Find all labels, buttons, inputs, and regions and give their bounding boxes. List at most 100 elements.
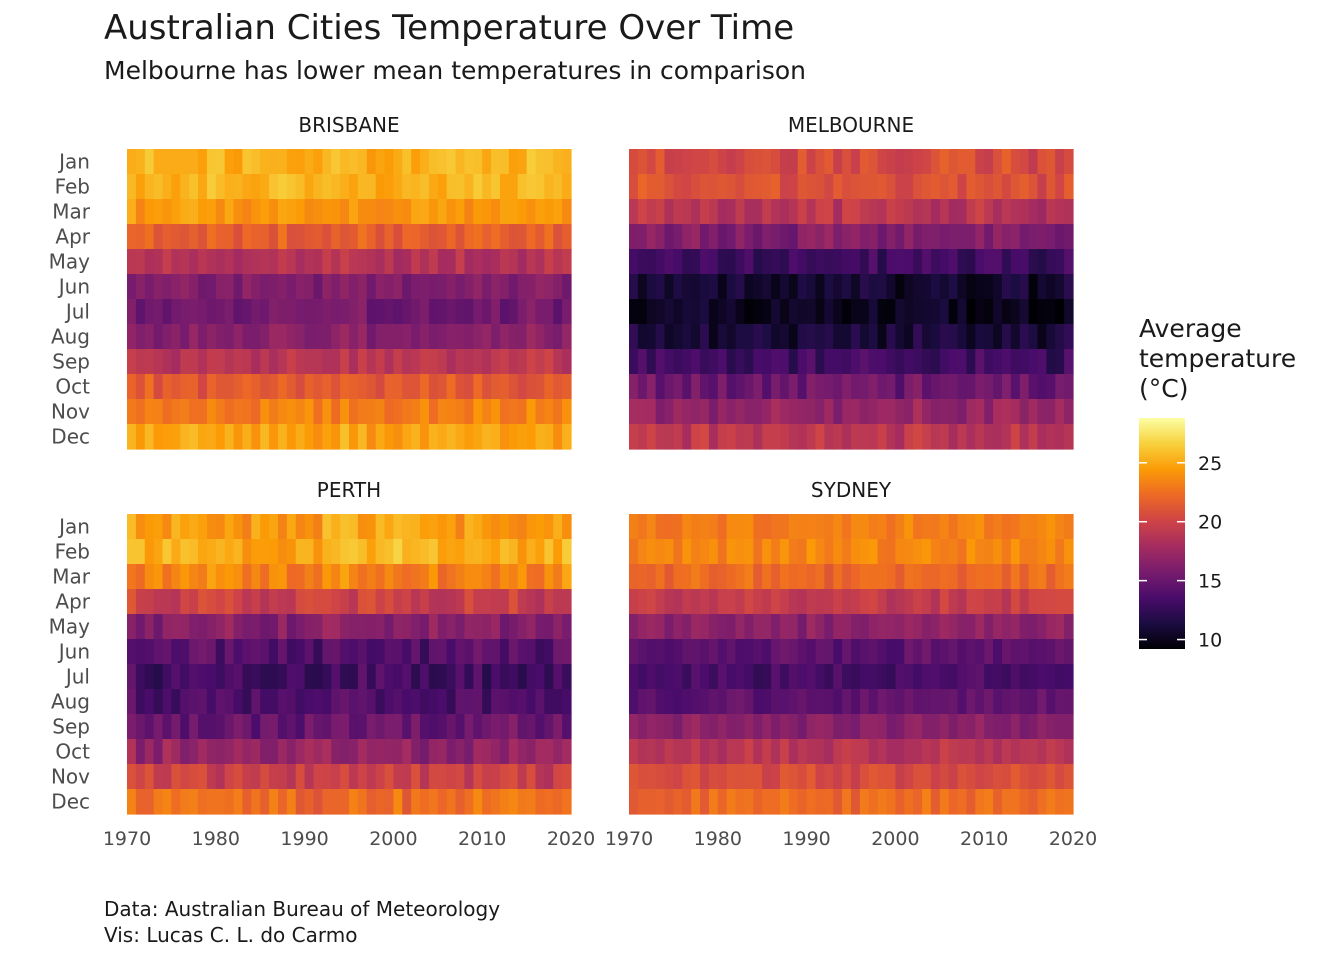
heatmap-cell: [535, 764, 545, 790]
heatmap-cell: [127, 614, 137, 640]
heatmap-cell: [797, 249, 808, 275]
heatmap-cell: [975, 714, 985, 740]
heatmap-cell: [682, 199, 692, 225]
heatmap-cell: [1064, 274, 1074, 300]
heatmap-cell: [1046, 399, 1056, 425]
heatmap-cell: [673, 299, 683, 325]
heatmap-cell: [842, 349, 852, 375]
heatmap-cell: [233, 689, 244, 715]
heatmap-cell: [726, 514, 737, 540]
heatmap-cell: [948, 789, 959, 815]
heatmap-cell: [375, 639, 386, 665]
heatmap-cell: [842, 589, 852, 615]
heatmap-cell: [366, 789, 377, 815]
heatmap-cell: [868, 149, 879, 175]
heatmap-cell: [304, 564, 315, 590]
heatmap-cell: [753, 199, 763, 225]
heatmap-cell: [428, 399, 439, 425]
heatmap-cell: [842, 789, 852, 815]
heatmap-cell: [171, 714, 181, 740]
heatmap-cell: [682, 249, 692, 275]
heatmap-cell: [771, 249, 781, 275]
heatmap-cell: [1046, 224, 1056, 250]
heatmap-cell: [1055, 174, 1065, 200]
heatmap-cell: [930, 539, 941, 565]
heatmap-cell: [1064, 664, 1074, 690]
heatmap-cell: [877, 564, 888, 590]
heatmap-cell: [402, 399, 412, 425]
heatmap-cell: [868, 789, 879, 815]
heatmap-cell: [402, 539, 412, 565]
heatmap-cell: [886, 714, 896, 740]
heatmap-cell: [824, 739, 834, 765]
heatmap-cell: [948, 589, 959, 615]
heatmap-cell: [420, 514, 430, 540]
heatmap-cell: [762, 249, 772, 275]
heatmap-cell: [428, 274, 439, 300]
heatmap-cell: [526, 664, 537, 690]
heatmap-cell: [313, 149, 323, 175]
heatmap-cell: [948, 374, 959, 400]
heatmap-cell: [1037, 789, 1047, 815]
heatmap-cell: [251, 639, 261, 665]
heatmap-cell: [340, 564, 350, 590]
heatmap-cell: [420, 564, 430, 590]
heatmap-cell: [224, 374, 235, 400]
heatmap-cell: [446, 614, 457, 640]
panel-perth: PERTHJanFebMarAprMayJunJulAugSepOctNovDe…: [49, 478, 596, 850]
heatmap-cell: [708, 149, 719, 175]
heatmap-cell: [939, 399, 950, 425]
heatmap-cell: [277, 249, 288, 275]
heatmap-cell: [1037, 514, 1047, 540]
heatmap-cell: [966, 714, 976, 740]
heatmap-cell: [673, 324, 683, 350]
heatmap-cell: [1055, 739, 1065, 765]
heatmap-cell: [366, 564, 377, 590]
heatmap-cell: [553, 399, 563, 425]
heatmap-cell: [655, 564, 666, 590]
heatmap-cell: [637, 174, 648, 200]
heatmap-cell: [446, 539, 457, 565]
heatmap-cell: [1064, 714, 1074, 740]
heatmap-cell: [1001, 664, 1012, 690]
heatmap-cell: [420, 689, 430, 715]
heatmap-cell: [637, 639, 648, 665]
heatmap-cell: [655, 424, 666, 450]
heatmap-cell: [1055, 249, 1065, 275]
heatmap-cell: [948, 664, 959, 690]
month-tick-label: Feb: [55, 540, 90, 564]
heatmap-cell: [966, 224, 976, 250]
heatmap-cell: [815, 639, 825, 665]
heatmap-cell: [984, 614, 994, 640]
heatmap-cell: [260, 149, 270, 175]
heatmap-cell: [762, 689, 772, 715]
heatmap-cell: [682, 349, 692, 375]
heatmap-cell: [851, 299, 861, 325]
heatmap-cell: [797, 539, 808, 565]
heatmap-cell: [1019, 514, 1030, 540]
heatmap-cell: [295, 739, 306, 765]
heatmap-cell: [1001, 564, 1012, 590]
heatmap-cell: [691, 224, 701, 250]
heatmap-cell: [171, 174, 181, 200]
heatmap-cell: [544, 639, 554, 665]
heatmap-cell: [384, 199, 394, 225]
heatmap-cell: [189, 589, 199, 615]
heatmap-cell: [491, 249, 501, 275]
heatmap-cell: [646, 399, 657, 425]
heatmap-cell: [180, 249, 190, 275]
heatmap-cell: [535, 614, 545, 640]
heatmap-cell: [744, 274, 754, 300]
heatmap-cell: [153, 664, 164, 690]
heatmap-cell: [144, 349, 155, 375]
heatmap-cell: [526, 224, 537, 250]
heatmap-cell: [251, 274, 261, 300]
heatmap-cell: [144, 274, 155, 300]
heatmap-cell: [930, 739, 941, 765]
heatmap-cell: [877, 224, 888, 250]
heatmap-cell: [700, 224, 710, 250]
heatmap-cell: [224, 764, 235, 790]
heatmap-cell: [144, 249, 155, 275]
heatmap-cell: [762, 514, 772, 540]
heatmap-cell: [198, 224, 208, 250]
